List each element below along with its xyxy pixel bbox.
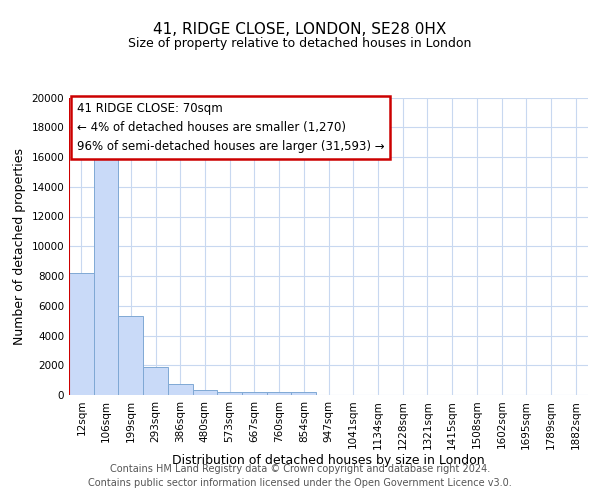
X-axis label: Distribution of detached houses by size in London: Distribution of detached houses by size … xyxy=(172,454,485,467)
Text: Size of property relative to detached houses in London: Size of property relative to detached ho… xyxy=(128,38,472,51)
Y-axis label: Number of detached properties: Number of detached properties xyxy=(13,148,26,345)
Text: 41 RIDGE CLOSE: 70sqm
← 4% of detached houses are smaller (1,270)
96% of semi-de: 41 RIDGE CLOSE: 70sqm ← 4% of detached h… xyxy=(77,102,385,153)
Bar xyxy=(217,392,242,395)
Bar xyxy=(94,149,118,395)
Bar xyxy=(168,384,193,395)
Text: 41, RIDGE CLOSE, LONDON, SE28 0HX: 41, RIDGE CLOSE, LONDON, SE28 0HX xyxy=(154,22,446,38)
Bar xyxy=(143,368,168,395)
Bar xyxy=(69,273,94,395)
Bar xyxy=(292,392,316,395)
Bar xyxy=(193,390,217,395)
Bar xyxy=(242,392,267,395)
Text: Contains HM Land Registry data © Crown copyright and database right 2024.
Contai: Contains HM Land Registry data © Crown c… xyxy=(88,464,512,487)
Bar xyxy=(118,316,143,395)
Bar xyxy=(267,392,292,395)
